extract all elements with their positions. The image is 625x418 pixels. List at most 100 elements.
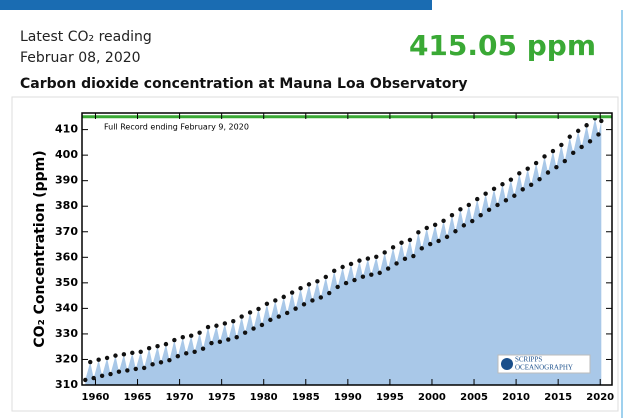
y-tick-label: 410 xyxy=(55,123,78,136)
data-point xyxy=(239,314,244,319)
data-point xyxy=(113,353,118,358)
data-point xyxy=(357,258,362,263)
data-point xyxy=(432,222,438,228)
data-point xyxy=(192,349,197,354)
logo-box xyxy=(497,354,591,374)
data-point xyxy=(390,245,396,250)
area xyxy=(85,118,602,386)
data-point xyxy=(99,373,105,379)
data-point xyxy=(205,324,211,330)
data-point xyxy=(247,310,253,315)
data-point xyxy=(332,268,337,274)
data-point xyxy=(130,350,135,356)
x-tick-label: 1960 xyxy=(82,392,110,403)
data-point xyxy=(91,375,96,381)
plot-frame xyxy=(81,112,613,386)
data-point xyxy=(444,234,450,240)
data-point xyxy=(259,322,265,328)
data-point xyxy=(348,261,354,267)
data-point xyxy=(453,229,458,234)
data-point xyxy=(150,362,155,367)
data-point xyxy=(116,369,122,374)
chart-title: Carbon dioxide concentration at Mauna Lo… xyxy=(20,76,467,92)
data-point xyxy=(158,360,164,365)
data-point xyxy=(315,279,320,284)
logo-icon xyxy=(501,358,513,370)
data-point xyxy=(537,176,542,182)
y-tick-label: 320 xyxy=(55,352,78,365)
data-point xyxy=(542,154,547,159)
data-point xyxy=(155,343,160,349)
data-point xyxy=(550,148,556,154)
data-point xyxy=(483,191,488,196)
data-point xyxy=(141,365,147,371)
data-point xyxy=(146,346,152,351)
data-point xyxy=(385,266,391,271)
data-point xyxy=(343,280,349,286)
data-point xyxy=(424,225,429,231)
data-point xyxy=(579,144,584,150)
data-point xyxy=(525,166,530,171)
data-point xyxy=(184,351,189,356)
data-point xyxy=(399,240,404,245)
data-point xyxy=(175,353,181,359)
data-point xyxy=(369,272,374,277)
data-point xyxy=(428,241,433,247)
data-point xyxy=(458,207,463,212)
data-point xyxy=(559,142,564,148)
data-point xyxy=(180,335,185,340)
data-point xyxy=(276,314,281,319)
data-point xyxy=(365,256,371,261)
data-point xyxy=(382,250,387,255)
data-point xyxy=(419,246,424,251)
data-point xyxy=(466,202,472,208)
data-point xyxy=(478,212,483,218)
x-tick-label: 1980 xyxy=(250,392,278,403)
data-point xyxy=(436,238,441,244)
data-point xyxy=(133,366,138,372)
data-point xyxy=(264,301,270,306)
data-point xyxy=(470,218,475,224)
data-point xyxy=(571,150,576,156)
reading-value: 415.05 ppm xyxy=(409,29,596,62)
y-tick-label: 350 xyxy=(55,276,78,289)
x-tick-label: 2005 xyxy=(460,392,488,403)
data-point xyxy=(121,352,127,357)
x-tick-label: 2020 xyxy=(586,392,614,403)
data-point xyxy=(575,128,581,134)
data-point xyxy=(268,317,273,323)
data-point xyxy=(222,321,228,326)
x-tick-label: 1990 xyxy=(334,392,362,403)
data-point xyxy=(374,254,379,259)
x-tick-label: 2010 xyxy=(502,392,530,403)
data-point xyxy=(138,349,143,354)
data-point xyxy=(486,207,492,212)
data-point xyxy=(217,339,223,345)
y-tick-label: 390 xyxy=(55,174,78,187)
data-point xyxy=(584,123,589,128)
x-tick-label: 1965 xyxy=(124,392,152,403)
data-point xyxy=(284,310,290,316)
data-point xyxy=(167,358,172,363)
data-point xyxy=(512,193,517,198)
data-point xyxy=(495,202,500,208)
x-tick-label: 2015 xyxy=(544,392,572,403)
top-bar xyxy=(0,0,432,10)
data-point xyxy=(323,274,328,280)
data-point xyxy=(318,295,324,300)
data-point xyxy=(88,359,93,365)
data-point xyxy=(306,282,312,287)
x-tick-label: 1985 xyxy=(292,392,320,403)
data-point xyxy=(256,306,261,312)
logo-text: SCRIPPS xyxy=(515,356,542,364)
data-point xyxy=(461,223,467,228)
data-point xyxy=(200,346,206,351)
y-tick-label: 400 xyxy=(55,148,78,161)
data-point xyxy=(596,132,601,137)
data-point xyxy=(231,318,236,324)
data-point xyxy=(83,377,88,383)
data-point xyxy=(163,341,169,347)
data-point xyxy=(407,237,413,243)
data-point xyxy=(411,253,416,259)
data-point xyxy=(533,160,539,166)
